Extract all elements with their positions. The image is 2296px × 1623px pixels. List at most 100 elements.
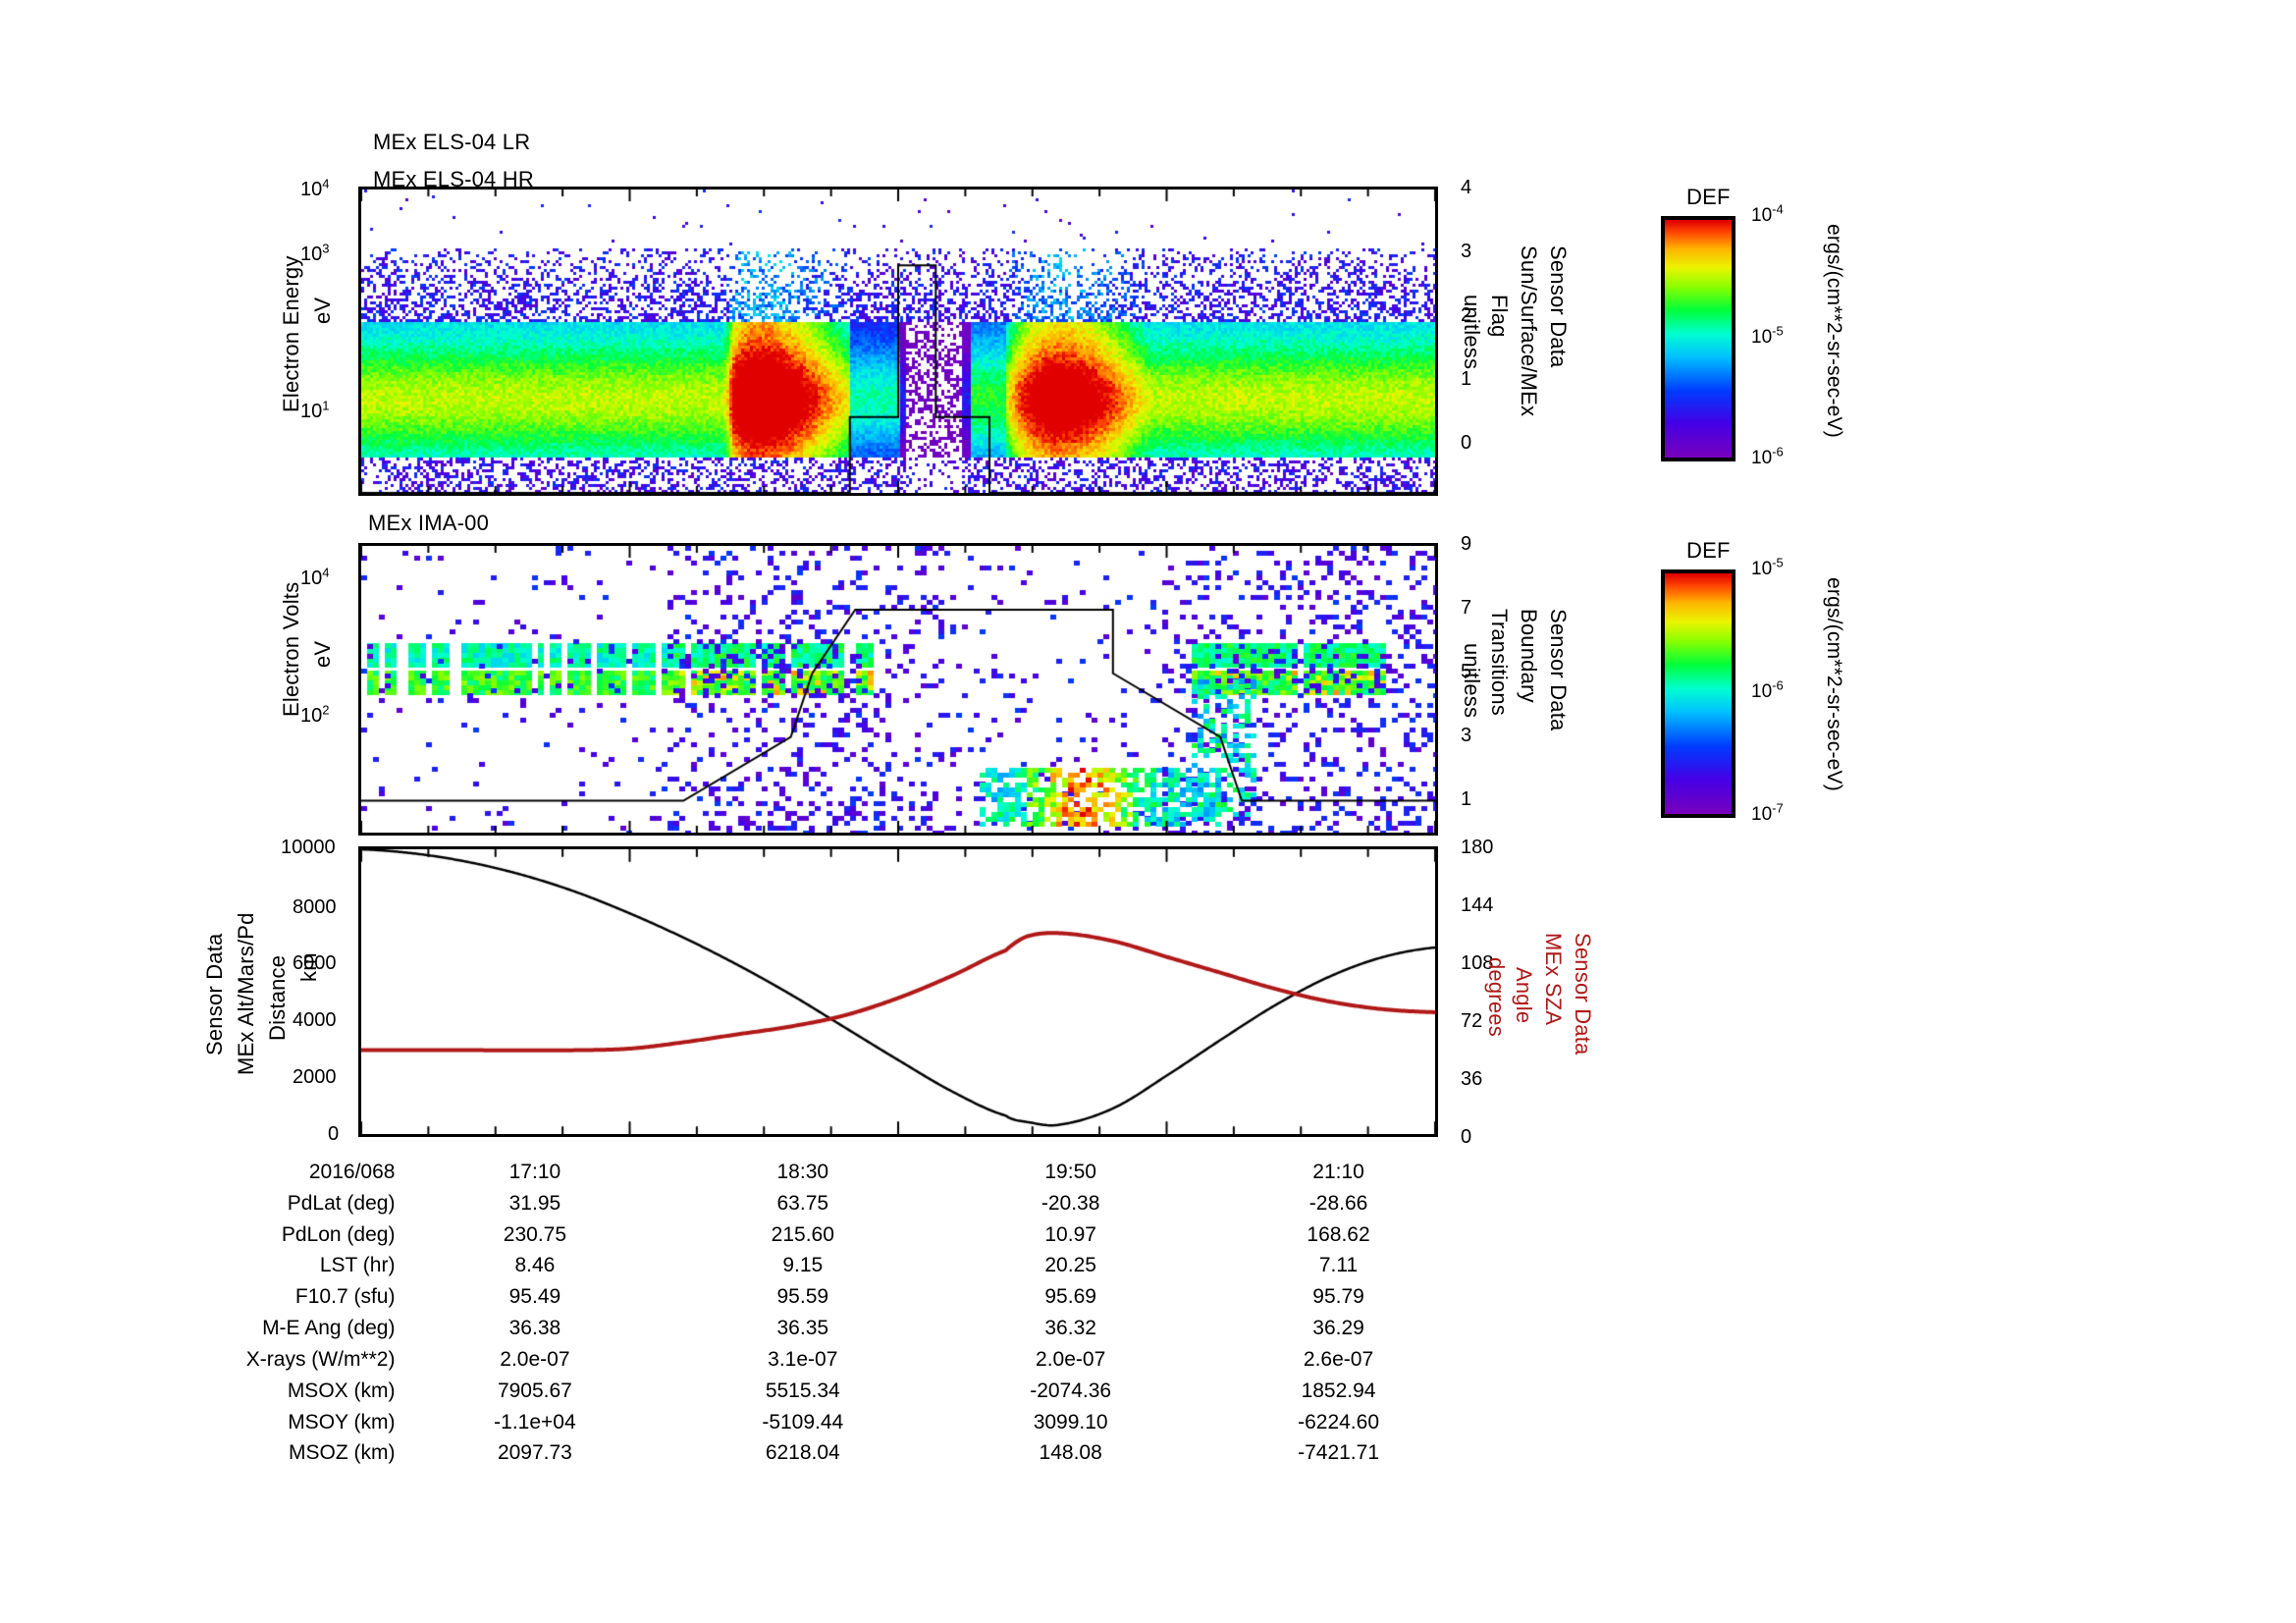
panel3-right-ytick-72: 72: [1461, 1010, 1483, 1032]
panel2-right-axis-label-line2: Boundary: [1517, 609, 1541, 703]
panel1-right-ytick-0: 0: [1461, 432, 1472, 454]
table-cell: -20.38: [1041, 1191, 1100, 1215]
table-row-label: 2016/068: [308, 1161, 396, 1183]
panel3-ytick-2000: 2000: [293, 1066, 337, 1088]
colorbar2-top-tick: 10-5: [1751, 555, 1784, 579]
table-row: MSOX (km) 7905.67 5515.34 -2074.36 1852.94: [196, 1376, 1472, 1407]
table-cell: -1.1e+04: [494, 1410, 576, 1434]
panel3-y-axis-label-line3: Distance: [265, 954, 290, 1041]
table-cell: 1852.94: [1301, 1379, 1376, 1402]
ephemeris-table-grid: 2016/068 17:10 18:30 19:50 21:10 PdLat (deg) 3…: [196, 1157, 1472, 1469]
table-cell: 8.46: [514, 1254, 556, 1277]
colorbar2-gradient: [1665, 573, 1732, 814]
panel2-title: MEx IMA-00: [368, 511, 490, 535]
panel1-ytick-10e1: 101: [300, 398, 330, 422]
panel3-right-ytick-108: 108: [1461, 952, 1494, 974]
panel3-right-axis-label-line2: MEx SZA: [1541, 933, 1566, 1026]
colorbar1-title: DEF: [1686, 185, 1731, 209]
table-cell: 7905.67: [497, 1379, 572, 1402]
table-cell: -2074.36: [1030, 1379, 1112, 1402]
table-cell: 95.49: [508, 1285, 561, 1309]
colorbar2-title: DEF: [1686, 538, 1731, 563]
panel2-right-axis-label-line4: unitless: [1460, 643, 1484, 719]
panel3-ytick-4000: 4000: [293, 1009, 337, 1031]
panel3-right-axis-label-line1: Sensor Data: [1571, 933, 1595, 1055]
table-cell: 3099.10: [1033, 1410, 1108, 1434]
table-cell: 17:10: [508, 1161, 561, 1183]
table-row-label: X-rays (W/m**2): [245, 1347, 396, 1371]
colorbar2: [1661, 569, 1735, 818]
table-cell: 63.75: [776, 1191, 829, 1215]
panel2-spectrogram-canvas: [361, 546, 1435, 833]
panel3-right-ytick-0: 0: [1461, 1126, 1472, 1148]
table-cell: -28.66: [1308, 1191, 1368, 1215]
table-cell: 36.32: [1044, 1317, 1096, 1340]
panel3-right-axis-label-line4: degrees: [1484, 957, 1509, 1037]
panel3-ytick-0: 0: [328, 1123, 340, 1145]
panel1-y-axis-units: eV: [310, 298, 336, 324]
table-row: MSOY (km) -1.1e+04 -5109.44 3099.10 -6224.60: [196, 1407, 1472, 1438]
table-row-label: F10.7 (sfu): [294, 1285, 396, 1309]
table-row: F10.7 (sfu) 95.49 95.59 95.69 95.79: [196, 1281, 1472, 1313]
colorbar2-bot-tick: 10-7: [1751, 800, 1784, 825]
panel1-right-ytick-2: 2: [1461, 304, 1472, 326]
colorbar1-units-label: ergs/(cm**2-sr-sec-eV): [1823, 224, 1845, 438]
table-cell: -5109.44: [762, 1410, 844, 1434]
table-cell: 19:50: [1044, 1161, 1096, 1183]
table-row: 2016/068 17:10 18:30 19:50 21:10: [196, 1157, 1472, 1188]
panel2-plot-area[interactable]: [358, 543, 1438, 836]
panel2-y-axis-units-text: eV: [310, 640, 335, 668]
panel2-right-ytick-7: 7: [1461, 597, 1472, 619]
table-cell: 9.15: [782, 1254, 824, 1277]
panel3-y-axis-label-line2: MEx Alt/Mars/Pd: [234, 912, 258, 1075]
panel1-right-axis-label-line4: unitless: [1460, 295, 1484, 370]
panel2-ytick-10e4: 104: [300, 565, 330, 589]
panel1-ytick-10e4: 104: [300, 176, 330, 200]
panel1-ytick-10e3: 103: [300, 241, 330, 265]
table-cell: 21:10: [1312, 1161, 1364, 1183]
table-cell: 10.97: [1044, 1222, 1096, 1246]
panel2-right-axis-label-line3: Transitions: [1487, 609, 1512, 716]
panel1-y-axis-label-line1: Electron Energy: [279, 255, 303, 412]
panel1-plot-area[interactable]: [358, 187, 1438, 496]
table-cell: 95.69: [1044, 1285, 1096, 1309]
table-cell: 31.95: [508, 1191, 561, 1215]
colorbar2-units-label: ergs/(cm**2-sr-sec-eV): [1823, 577, 1845, 791]
panel1-right-ytick-3: 3: [1461, 241, 1472, 262]
panel2-y-axis-label: Electron Volts: [279, 582, 304, 717]
table-cell: -7421.71: [1298, 1441, 1379, 1465]
table-cell: 2097.73: [497, 1441, 572, 1465]
panel2-right-ytick-1: 1: [1461, 788, 1472, 810]
panel2-right-ytick-3: 3: [1461, 725, 1472, 746]
table-row: MSOZ (km) 2097.73 6218.04 148.08 -7421.71: [196, 1437, 1472, 1469]
table-cell: 148.08: [1039, 1441, 1102, 1465]
table-row-label: MSOZ (km): [288, 1441, 396, 1465]
table-row-label: MSOX (km): [287, 1379, 396, 1402]
panel2-right-ytick-9: 9: [1461, 533, 1472, 555]
table-row: X-rays (W/m**2) 2.0e-07 3.1e-07 2.0e-07 2.6e…: [196, 1344, 1472, 1376]
panel3-ytick-6000: 6000: [293, 952, 337, 974]
table-cell: 2.0e-07: [1036, 1347, 1106, 1371]
colorbar1-top-tick: 10-4: [1751, 201, 1784, 226]
panel3-plot-area[interactable]: [358, 846, 1438, 1137]
table-row-label: M-E Ang (deg): [262, 1317, 396, 1340]
table-row-label: LST (hr): [319, 1254, 396, 1277]
colorbar1: [1661, 216, 1735, 461]
table-cell: 2.6e-07: [1303, 1347, 1374, 1371]
panel2-y-axis-label-line1: Electron Volts: [279, 581, 303, 717]
table-cell: 215.60: [771, 1222, 834, 1246]
table-row: PdLat (deg) 31.95 63.75 -20.38 -28.66: [196, 1188, 1472, 1219]
table-row: M-E Ang (deg) 36.38 36.35 36.32 36.29: [196, 1313, 1472, 1344]
ephemeris-table: 2016/068 17:10 18:30 19:50 21:10 PdLat (deg) 3…: [196, 1157, 1472, 1469]
table-row: LST (hr) 8.46 9.15 20.25 7.11: [196, 1250, 1472, 1281]
panel3-y-axis-label-line1: Sensor Data: [202, 933, 227, 1056]
table-cell: 95.79: [1312, 1285, 1364, 1309]
colorbar1-bot-tick: 10-6: [1751, 444, 1784, 468]
colorbar2-mid-tick: 10-6: [1751, 677, 1784, 702]
panel1-right-axis-label-line2: Sun/Surface/MEx: [1517, 245, 1541, 417]
panel1-right-ytick-4: 4: [1461, 177, 1472, 198]
table-row-label: MSOY (km): [288, 1410, 396, 1434]
panel3-ytick-8000: 8000: [293, 896, 337, 918]
table-cell: 7.11: [1318, 1254, 1359, 1277]
table-cell: 95.59: [776, 1285, 829, 1309]
